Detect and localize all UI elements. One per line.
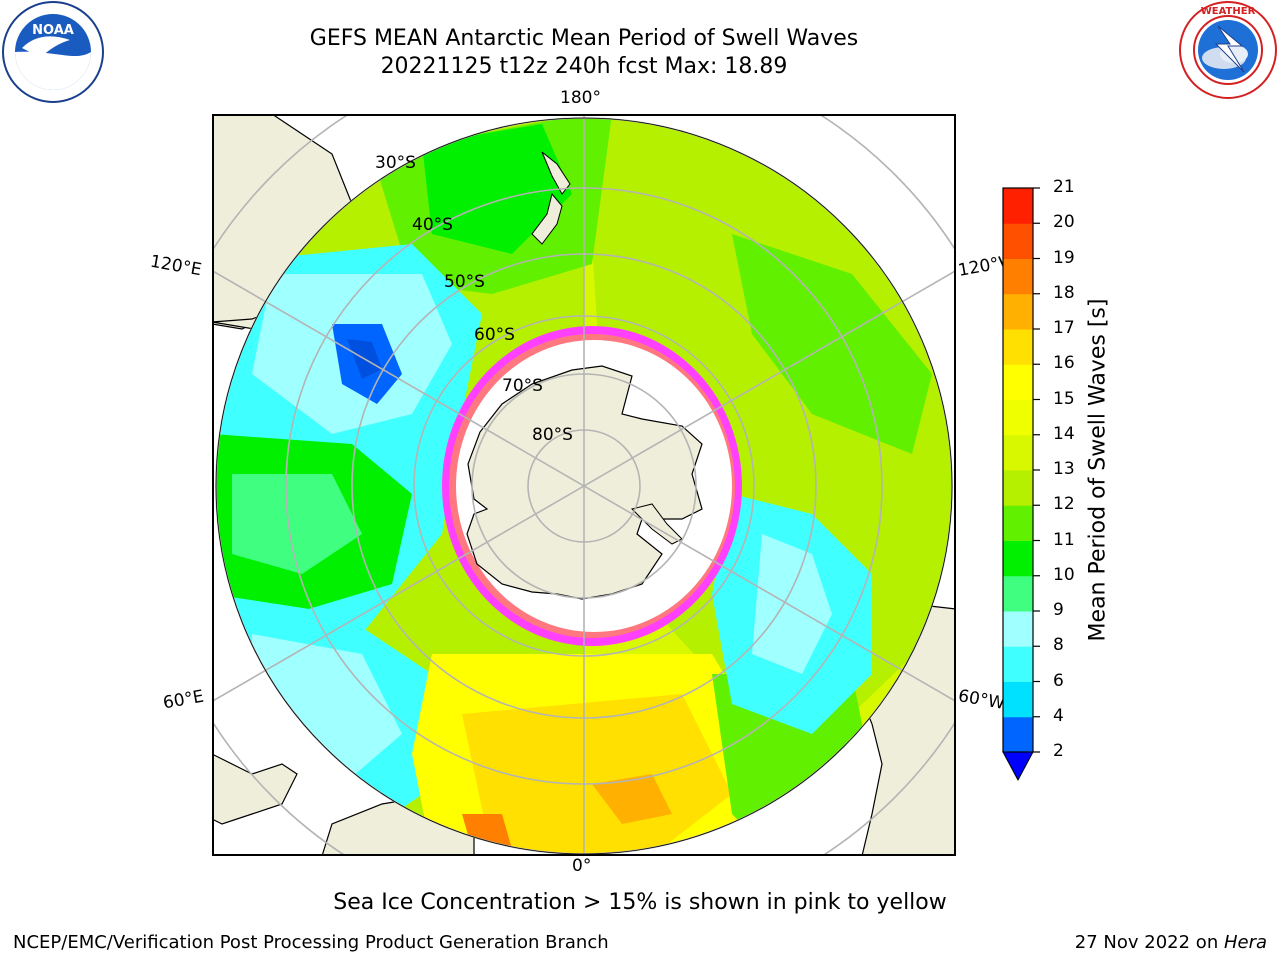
colorbar-under-triangle xyxy=(1002,751,1034,782)
colorbar-segment xyxy=(1003,540,1033,577)
colorbar-segment xyxy=(1003,434,1033,471)
colorbar-tick-label: 4 xyxy=(1053,705,1064,726)
colorbar-segment xyxy=(1003,681,1033,718)
footer-host: Hera xyxy=(1223,932,1267,953)
chart-subtitle: 20221125 t12z 240h fcst Max: 18.89 xyxy=(380,54,788,79)
footer-credit: NCEP/EMC/Verification Post Processing Pr… xyxy=(13,932,609,953)
colorbar-tick-label: 21 xyxy=(1053,177,1075,197)
lat-label-60s: 60°S xyxy=(474,325,515,345)
svg-text:NOAA: NOAA xyxy=(32,23,74,38)
polar-map: 30°S 40°S 50°S 60°S 70°S 80°S xyxy=(212,114,956,856)
lat-label-70s: 70°S xyxy=(502,376,543,396)
colorbar-tick-label: 17 xyxy=(1053,318,1075,338)
nws-logo-icon: WEATHER xyxy=(1179,1,1277,99)
colorbar-tick-label: 10 xyxy=(1053,564,1075,585)
colorbar-segment xyxy=(1003,505,1033,541)
colorbar-segment xyxy=(1003,329,1033,365)
colorbar-tick-label: 2 xyxy=(1053,741,1064,761)
lon-label-60e: 60°E xyxy=(161,686,206,714)
colorbar-segment xyxy=(1003,470,1033,506)
chart-title: GEFS MEAN Antarctic Mean Period of Swell… xyxy=(309,26,859,51)
colorbar-tick-label: 20 xyxy=(1053,212,1075,233)
lat-label-80s: 80°S xyxy=(532,425,573,445)
colorbar-segment xyxy=(1003,188,1033,224)
colorbar-tick-label: 9 xyxy=(1053,600,1064,620)
colorbar-tick-label: 18 xyxy=(1053,282,1075,303)
colorbar-segment xyxy=(1003,399,1033,436)
lat-label-50s: 50°S xyxy=(444,272,485,292)
lon-label-60w: 60°W xyxy=(956,686,1007,714)
colorbar-segment xyxy=(1003,716,1033,753)
colorbar-segment xyxy=(1003,293,1033,330)
lat-label-40s: 40°S xyxy=(412,215,453,235)
footer-date: 27 Nov 2022 on Hera xyxy=(1075,932,1267,953)
colorbar-segment xyxy=(1003,646,1033,682)
lon-label-0: 0° xyxy=(572,856,592,876)
colorbar-tick-label: 11 xyxy=(1053,529,1075,550)
colorbar-label: Mean Period of Swell Waves [s] xyxy=(1085,298,1111,642)
colorbar-tick-label: 16 xyxy=(1053,353,1075,374)
colorbar-tick-label: 8 xyxy=(1053,635,1064,656)
svg-text:WEATHER: WEATHER xyxy=(1201,6,1256,17)
colorbar-tick-label: 14 xyxy=(1053,423,1075,444)
colorbar-tick-label: 13 xyxy=(1053,459,1075,479)
colorbar-segment xyxy=(1003,575,1033,612)
colorbar-segment xyxy=(1003,223,1033,259)
colorbar-tick-label: 6 xyxy=(1053,670,1064,691)
lon-label-180: 180° xyxy=(560,88,601,108)
colorbar xyxy=(1002,187,1040,782)
colorbar-segment xyxy=(1003,258,1033,295)
footer-date-text: 27 Nov 2022 on xyxy=(1074,932,1224,953)
colorbar-segment xyxy=(1003,364,1033,400)
lat-label-30s: 30°S xyxy=(375,153,416,173)
noaa-logo-icon: NOAA xyxy=(2,1,104,103)
colorbar-tick-label: 15 xyxy=(1053,388,1075,409)
colorbar-segment xyxy=(1003,611,1033,647)
colorbar-tick-label: 12 xyxy=(1053,494,1075,515)
lon-label-120e: 120°E xyxy=(148,251,204,281)
colorbar-tick-label: 19 xyxy=(1053,247,1075,268)
madagascar-landmass xyxy=(212,753,298,825)
sea-ice-caption: Sea Ice Concentration > 15% is shown in … xyxy=(333,890,947,915)
